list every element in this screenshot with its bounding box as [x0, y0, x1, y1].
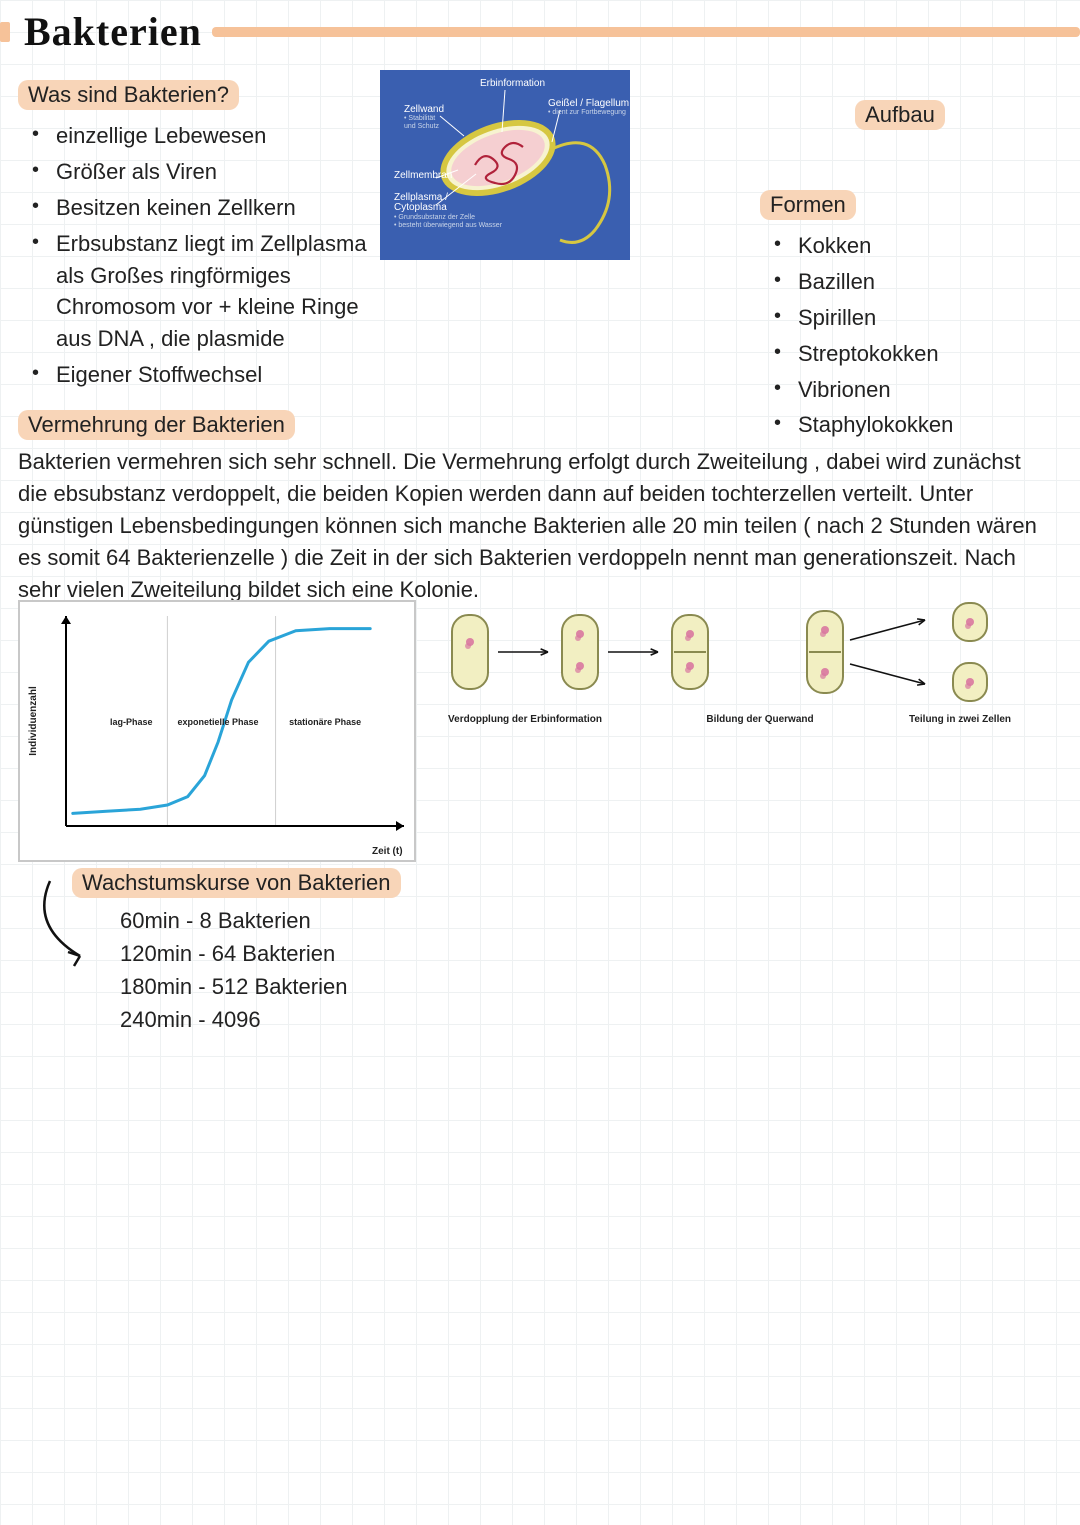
growth-row: 60min - 8 Bakterien — [120, 904, 347, 937]
growth-row: 180min - 512 Bakterien — [120, 970, 347, 1003]
svg-text:lag-Phase: lag-Phase — [110, 717, 153, 727]
what-item: Besitzen keinen Zellkern — [26, 192, 388, 224]
svg-text:Teilung in zwei Zellen: Teilung in zwei Zellen — [909, 714, 1011, 725]
formen-item: Bazillen — [768, 266, 1040, 298]
vermehrung-text: Bakterien vermehren sich sehr schnell. D… — [18, 446, 1048, 605]
diagram-sub-zellwand1: • Stabilität — [404, 115, 435, 122]
heading-aufbau: Aufbau — [855, 100, 945, 130]
heading-formen: Formen — [760, 190, 856, 220]
growth-list: 60min - 8 Bakterien120min - 64 Bakterien… — [120, 904, 347, 1036]
growth-chart: lag-Phase exponetielle Phase stationäre Ph… — [18, 600, 416, 862]
svg-text:Verdopplung der Erbinformation: Verdopplung der Erbinformation — [448, 714, 602, 725]
division-diagram: Verdopplung der Erbinformation Bildung de… — [430, 602, 1070, 802]
diagram-label-zellwand: Zellwand — [404, 104, 444, 115]
formen-item: Kokken — [768, 230, 1040, 262]
formen-item: Vibrionen — [768, 374, 1040, 406]
what-item: Erbsubstanz liegt im Zellplasma als Groß… — [26, 228, 388, 356]
page-title: Bakterien — [24, 8, 202, 55]
bacterium-diagram: Erbinformation Zellwand • Stabilität und… — [380, 70, 630, 265]
diagram-sub-geissel: • dient zur Fortbewegung — [548, 109, 626, 116]
page-header: Bakterien — [0, 0, 1080, 55]
accent-bar — [212, 27, 1080, 37]
svg-text:exponetielle Phase: exponetielle Phase — [178, 717, 259, 727]
formen-item: Spirillen — [768, 302, 1040, 334]
svg-text:stationäre Phase: stationäre Phase — [289, 717, 361, 727]
heading-vermehrung: Vermehrung der Bakterien — [18, 410, 295, 440]
diagram-label-zellplasma2: Cytoplasma — [394, 202, 447, 213]
section-what: Was sind Bakterien? einzellige Lebewesen… — [18, 80, 388, 395]
what-list: einzellige Lebewesen Größer als Viren Besi… — [26, 120, 388, 391]
curved-arrow-icon — [20, 876, 120, 986]
growth-row: 240min - 4096 — [120, 1003, 347, 1036]
what-item: Größer als Viren — [26, 156, 388, 188]
what-item: Eigener Stoffwechsel — [26, 359, 388, 391]
growth-heading-wrap: Wachstumskurse von Bakterien — [72, 868, 401, 898]
accent-dot — [0, 22, 10, 42]
svg-text:Individuenzahl: Individuenzahl — [28, 686, 39, 756]
section-vermehrung: Vermehrung der Bakterien Bakterien verme… — [18, 410, 1048, 605]
heading-what: Was sind Bakterien? — [18, 80, 239, 110]
formen-item: Streptokokken — [768, 338, 1040, 370]
section-aufbau-formen: Aufbau Formen Kokken Bazillen Spirillen Str… — [760, 100, 1040, 445]
growth-row: 120min - 64 Bakterien — [120, 937, 347, 970]
diagram-sub-zellplasma2: • besteht überwiegend aus Wasser — [394, 222, 503, 229]
svg-text:Bildung der Querwand: Bildung der Querwand — [706, 714, 813, 725]
diagram-label-geissel: Geißel / Flagellum — [548, 98, 629, 109]
diagram-label-zellmembran: Zellmembran — [394, 170, 452, 181]
heading-growth: Wachstumskurse von Bakterien — [72, 868, 401, 898]
diagram-sub-zellplasma1: • Grundsubstanz der Zelle — [394, 214, 475, 221]
diagram-sub-zellwand2: und Schutz — [404, 123, 440, 130]
what-item: einzellige Lebewesen — [26, 120, 388, 152]
diagram-label-erbinfo: Erbinformation — [480, 78, 545, 89]
svg-text:Zeit (t): Zeit (t) — [372, 846, 403, 857]
